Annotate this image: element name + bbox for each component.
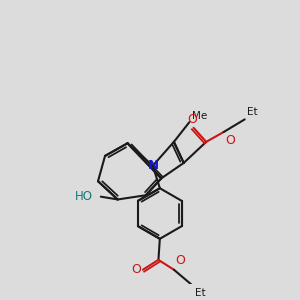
Text: O: O bbox=[225, 134, 235, 147]
Text: O: O bbox=[175, 254, 185, 268]
Text: Et: Et bbox=[248, 106, 258, 117]
Text: O: O bbox=[187, 112, 197, 126]
Text: HO: HO bbox=[74, 190, 92, 203]
Text: N: N bbox=[148, 159, 159, 172]
Text: Me: Me bbox=[192, 111, 207, 121]
Text: O: O bbox=[131, 263, 141, 276]
Text: Et: Et bbox=[195, 288, 206, 298]
